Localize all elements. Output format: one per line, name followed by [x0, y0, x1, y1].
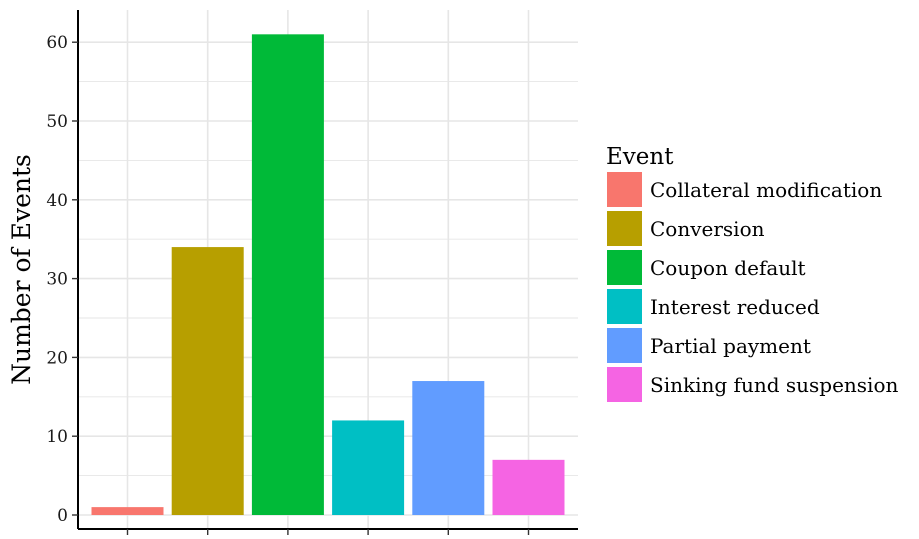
legend-swatch [607, 328, 642, 363]
bars [91, 34, 565, 515]
gridlines [78, 10, 578, 529]
axes [77, 10, 578, 530]
legend-item: Interest reduced [607, 289, 820, 324]
legend-title: Event [606, 144, 674, 170]
legend-label: Coupon default [650, 256, 806, 280]
y-tick-label: 30 [46, 270, 68, 290]
y-tick-label: 10 [46, 427, 68, 447]
legend-label: Interest reduced [650, 295, 820, 319]
y-tick-label: 50 [46, 112, 68, 132]
bar [332, 420, 405, 515]
bar [492, 459, 565, 515]
bar [91, 507, 164, 515]
y-tick-label: 40 [46, 191, 68, 211]
legend-item: Coupon default [607, 250, 806, 285]
legend-item: Sinking fund suspension [607, 367, 898, 402]
legend-swatch [607, 367, 642, 402]
y-tick-label: 60 [46, 33, 68, 53]
legend-label: Conversion [650, 217, 765, 241]
y-axis-title: Number of Events [7, 154, 36, 385]
legend-swatch [607, 211, 642, 246]
legend-label: Collateral modification [650, 178, 882, 202]
legend-swatch [607, 250, 642, 285]
y-tick-label: 0 [57, 506, 68, 526]
legend-item: Collateral modification [607, 172, 882, 207]
y-axis-ticks: 0 10 20 30 40 50 60 [46, 33, 530, 535]
legend: Event Collateral modificationConversionC… [606, 144, 898, 402]
bar [171, 247, 244, 515]
legend-items: Collateral modification Conversion Coupon … [607, 172, 898, 402]
bar [412, 381, 485, 515]
legend-swatch [607, 289, 642, 324]
legend-label: Sinking fund suspension [650, 373, 898, 397]
legend-swatch [607, 172, 642, 207]
legend-label: Partial payment [650, 334, 811, 358]
legend-item: Partial payment [607, 328, 811, 363]
legend-item: Conversion [607, 211, 765, 246]
bar [251, 34, 324, 515]
y-tick-label: 20 [46, 348, 68, 368]
